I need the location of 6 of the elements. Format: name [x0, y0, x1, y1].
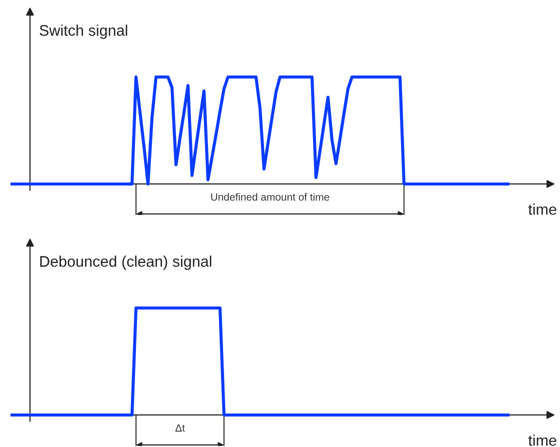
text: Δt [175, 424, 185, 432]
x-axis-title: time [528, 204, 556, 215]
x-axis-title: time [528, 434, 556, 446]
chart-title: Switch signal [40, 24, 128, 39]
text: Undefined amount of time [211, 193, 330, 201]
chart-title: Debounced (clean) signal [40, 256, 212, 270]
